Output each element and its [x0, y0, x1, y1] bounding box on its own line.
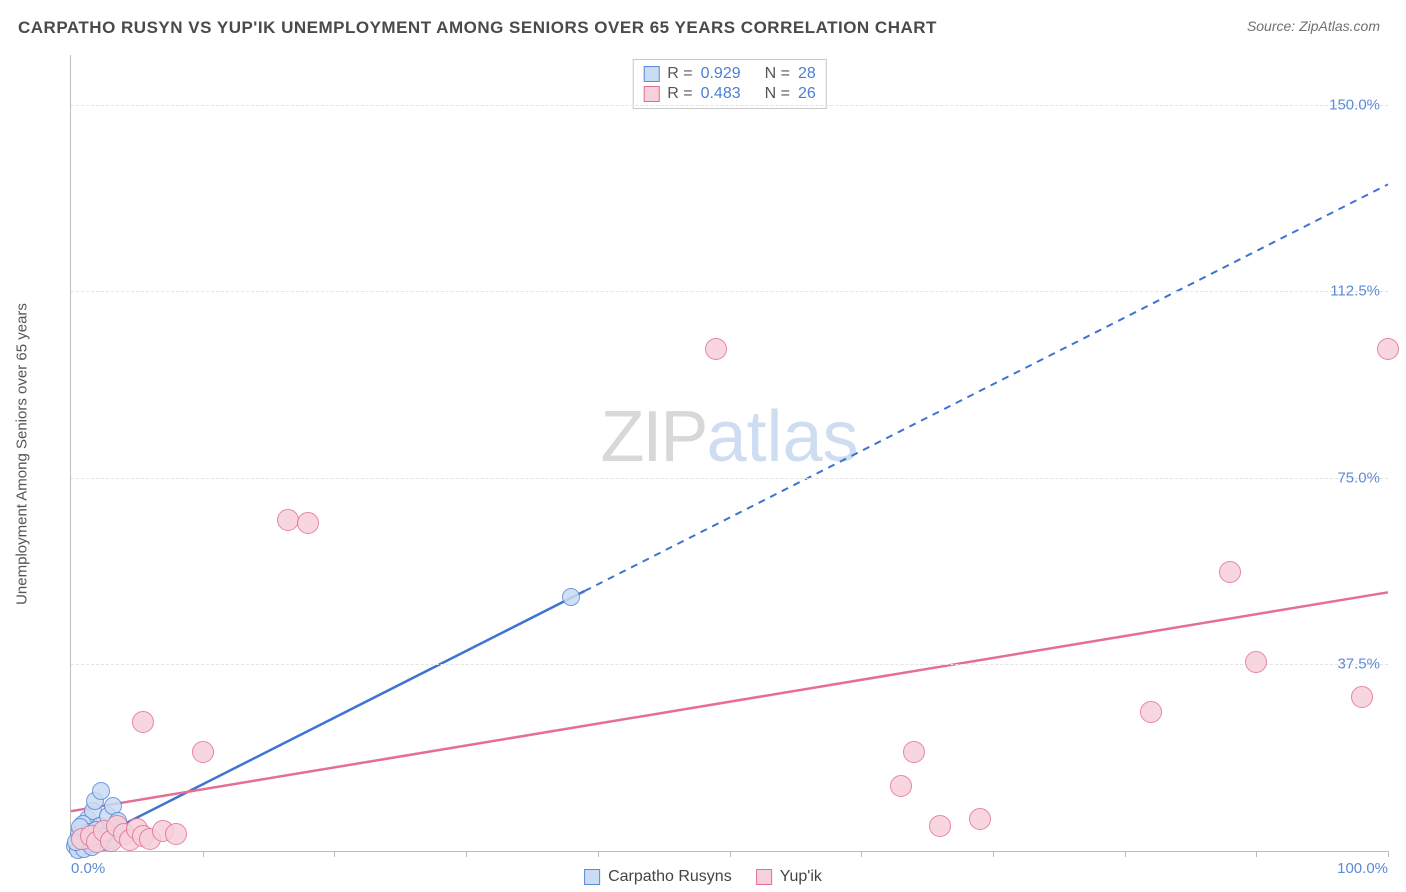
- legend-swatch: [643, 86, 659, 102]
- legend-label: Carpatho Rusyns: [608, 868, 732, 886]
- x-tick: [466, 851, 467, 857]
- data-point: [929, 815, 951, 837]
- x-tick: [1388, 851, 1389, 857]
- n-label: N =: [765, 85, 790, 103]
- regression-line-dashed: [585, 184, 1388, 591]
- source-attribution: Source: ZipAtlas.com: [1247, 18, 1380, 34]
- x-tick: [730, 851, 731, 857]
- regression-lines: [71, 55, 1388, 851]
- stats-legend-row: R = 0.483 N = 26: [643, 84, 816, 104]
- y-tick-label: 37.5%: [1337, 656, 1380, 673]
- x-tick: [993, 851, 994, 857]
- data-point: [890, 775, 912, 797]
- data-point: [1351, 686, 1373, 708]
- gridline: [71, 105, 1388, 106]
- x-tick-label: 0.0%: [71, 860, 105, 877]
- n-value: 26: [798, 85, 816, 103]
- series-legend: Carpatho Rusyns Yup'ik: [584, 868, 822, 886]
- gridline: [71, 478, 1388, 479]
- regression-line-solid: [71, 592, 1388, 811]
- r-label: R =: [667, 85, 692, 103]
- data-point: [165, 823, 187, 845]
- gridline: [71, 664, 1388, 665]
- legend-item: Carpatho Rusyns: [584, 868, 732, 886]
- data-point: [1140, 701, 1162, 723]
- r-value: 0.483: [701, 85, 741, 103]
- data-point: [1245, 651, 1267, 673]
- gridline: [71, 291, 1388, 292]
- data-point: [705, 338, 727, 360]
- y-axis-label: Unemployment Among Seniors over 65 years: [14, 303, 31, 605]
- legend-label: Yup'ik: [780, 868, 822, 886]
- watermark-zip: ZIP: [600, 397, 706, 477]
- r-label: R =: [667, 65, 692, 83]
- x-tick: [334, 851, 335, 857]
- data-point: [1219, 561, 1241, 583]
- chart-area: Unemployment Among Seniors over 65 years…: [50, 55, 1388, 852]
- stats-legend-row: R = 0.929 N = 28: [643, 64, 816, 84]
- x-tick: [1125, 851, 1126, 857]
- legend-swatch: [643, 66, 659, 82]
- data-point: [903, 741, 925, 763]
- x-tick: [861, 851, 862, 857]
- x-tick: [598, 851, 599, 857]
- data-point: [192, 741, 214, 763]
- stats-legend: R = 0.929 N = 28 R = 0.483 N = 26: [632, 59, 827, 109]
- n-label: N =: [765, 65, 790, 83]
- plot-region: ZIPatlas R = 0.929 N = 28 R = 0.483 N = 26 37.5…: [70, 55, 1388, 852]
- data-point: [132, 711, 154, 733]
- x-tick: [203, 851, 204, 857]
- legend-swatch: [584, 869, 600, 885]
- data-point: [1377, 338, 1399, 360]
- r-value: 0.929: [701, 65, 741, 83]
- data-point: [562, 588, 580, 606]
- y-tick-label: 150.0%: [1329, 96, 1380, 113]
- y-tick-label: 112.5%: [1330, 283, 1380, 300]
- n-value: 28: [798, 65, 816, 83]
- x-tick-label: 100.0%: [1337, 860, 1388, 877]
- watermark-atlas: atlas: [706, 397, 858, 477]
- x-tick: [1256, 851, 1257, 857]
- legend-swatch: [756, 869, 772, 885]
- legend-item: Yup'ik: [756, 868, 822, 886]
- y-tick-label: 75.0%: [1337, 469, 1380, 486]
- watermark: ZIPatlas: [600, 396, 858, 478]
- chart-title: CARPATHO RUSYN VS YUP'IK UNEMPLOYMENT AM…: [18, 18, 937, 38]
- data-point: [277, 509, 299, 531]
- data-point: [969, 808, 991, 830]
- data-point: [297, 512, 319, 534]
